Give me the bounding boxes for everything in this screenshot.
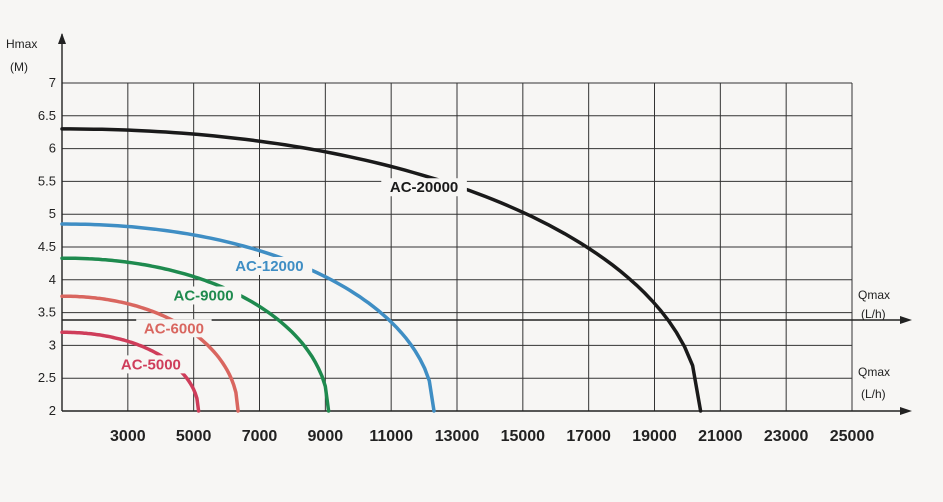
x-axis-arrow-upper <box>900 316 912 324</box>
series-label: AC-20000 <box>390 179 458 196</box>
x-axis-unit-upper: (L/h) <box>861 307 886 321</box>
x-tick-label: 21000 <box>698 428 743 445</box>
y-tick-label: 3 <box>49 337 56 352</box>
series-curve <box>60 127 703 413</box>
y-tick-label: 2.5 <box>38 370 56 385</box>
series-label: AC-6000 <box>144 320 204 337</box>
y-tick-label: 4.5 <box>38 239 56 254</box>
series-label-background <box>113 355 189 374</box>
series-curve <box>60 222 436 413</box>
series-label-background <box>165 286 242 305</box>
series-label-background <box>226 256 313 275</box>
series-curve <box>60 294 240 413</box>
y-axis-unit: (M) <box>10 60 28 74</box>
x-tick-label: 7000 <box>242 428 278 445</box>
y-tick-label: 5 <box>49 206 56 221</box>
series-curve <box>60 256 331 413</box>
y-axis-arrow <box>58 33 66 44</box>
series-label: AC-5000 <box>121 356 181 373</box>
x-tick-label: 3000 <box>110 428 146 445</box>
y-tick-label: 5.5 <box>38 173 56 188</box>
y-tick-label: 6 <box>49 141 56 156</box>
x-axis-arrow-lower <box>900 407 912 415</box>
y-tick-label: 4 <box>49 272 56 287</box>
x-tick-label: 25000 <box>830 428 875 445</box>
y-tick-label: 3.5 <box>38 305 56 320</box>
y-axis-title: Hmax <box>6 37 37 51</box>
y-tick-label: 2 <box>49 403 56 418</box>
series-label: AC-12000 <box>235 258 303 275</box>
x-tick-label: 17000 <box>566 428 611 445</box>
y-tick-label: 7 <box>49 75 56 90</box>
x-tick-label: 23000 <box>764 428 809 445</box>
x-tick-label: 19000 <box>632 428 677 445</box>
x-tick-label: 5000 <box>176 428 212 445</box>
series-label-background <box>381 178 467 197</box>
x-tick-label: 9000 <box>308 428 344 445</box>
x-tick-label: 11000 <box>369 428 413 445</box>
y-tick-label: 6.5 <box>38 108 56 123</box>
x-tick-label: 13000 <box>435 428 480 445</box>
tick-labels: 2 2.5 3 3.5 4 4.5 5 5.5 6 6.5 7 3000 5000 7000 9000 110… <box>38 75 874 445</box>
x-axis-title-lower: Qmax <box>858 365 890 379</box>
series-label: AC-9000 <box>174 287 234 304</box>
x-axis-unit-lower: (L/h) <box>861 387 886 401</box>
x-tick-label: 15000 <box>501 428 546 445</box>
series-label-background <box>136 319 212 338</box>
x-axis-title-upper: Qmax <box>858 288 890 302</box>
